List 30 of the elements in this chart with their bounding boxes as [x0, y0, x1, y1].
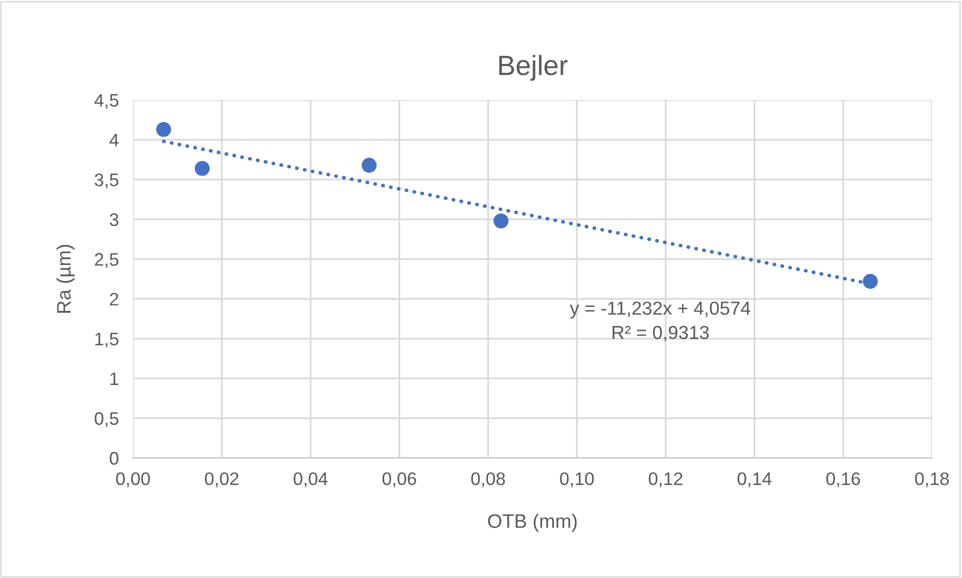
x-tick-label: 0,04 — [294, 472, 328, 488]
point — [362, 158, 377, 173]
x-axis-title: OTB (mm) — [488, 514, 577, 532]
x-tick-label: 0,16 — [826, 472, 860, 488]
x-tick-label: 0,14 — [738, 472, 772, 488]
x-tick-label: 0,02 — [204, 472, 238, 488]
y-tick-label: 4 — [109, 134, 119, 146]
y-tick-label: 4,5 — [94, 94, 118, 109]
y-tick-label: 0 — [110, 452, 118, 465]
chart-title: Bejler — [499, 54, 568, 81]
y-axis-title: Ra (µm) — [56, 244, 75, 313]
y-tick-label: 2 — [110, 292, 118, 306]
point — [156, 122, 172, 137]
annotation: y = -11,232x + 4,0574 — [570, 302, 750, 319]
point — [862, 274, 878, 289]
y-tick-label: 1,5 — [95, 332, 118, 348]
x-tick-label: 0,00 — [116, 472, 150, 488]
point — [494, 213, 508, 228]
y-tick-label: 3 — [110, 213, 118, 226]
y-tick-label: 2,5 — [94, 253, 118, 268]
x-tick-label: 0,06 — [382, 472, 416, 488]
annotation: R² = 0,9313 — [612, 326, 709, 342]
x-tick-label: 0,10 — [560, 472, 594, 488]
x-tick-label: 0,12 — [648, 472, 682, 488]
y-tick-label: 0,5 — [94, 412, 118, 428]
y-tick-label: 1 — [110, 372, 118, 385]
y-tick-label: 3,5 — [94, 173, 118, 188]
point — [194, 160, 210, 176]
x-tick-label: 0,08 — [471, 472, 505, 488]
x-tick-label: 0,18 — [915, 472, 949, 488]
